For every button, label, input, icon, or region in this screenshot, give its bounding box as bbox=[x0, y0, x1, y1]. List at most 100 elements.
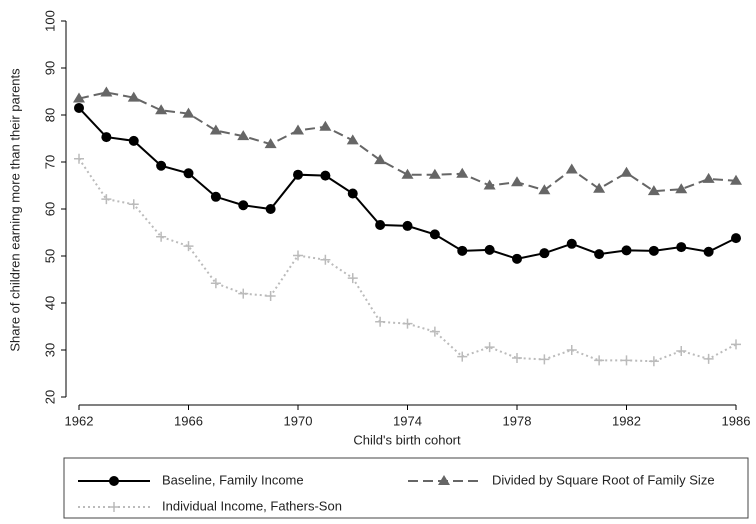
y-axis-label: Share of children earning more than thei… bbox=[7, 68, 22, 352]
point bbox=[676, 242, 687, 253]
series-line bbox=[78, 107, 737, 260]
point bbox=[401, 168, 414, 179]
point bbox=[183, 168, 194, 179]
point bbox=[264, 138, 277, 149]
point bbox=[128, 135, 139, 146]
point bbox=[265, 290, 276, 301]
y-tick-label: 90 bbox=[42, 61, 57, 75]
point bbox=[647, 185, 660, 196]
legend-label: Baseline, Family Income bbox=[162, 472, 304, 487]
point bbox=[731, 339, 741, 350]
series-line bbox=[78, 158, 737, 363]
point bbox=[648, 356, 659, 367]
point bbox=[182, 107, 195, 118]
y-tick-label: 20 bbox=[42, 390, 57, 404]
point bbox=[347, 273, 358, 284]
point bbox=[620, 166, 633, 177]
point bbox=[594, 249, 605, 260]
x-tick-label: 1966 bbox=[174, 413, 203, 428]
x-axis-label: Child's birth cohort bbox=[353, 432, 461, 447]
point bbox=[101, 194, 112, 205]
y-tick-label: 30 bbox=[42, 343, 57, 357]
point bbox=[402, 318, 413, 329]
point bbox=[675, 183, 688, 194]
point bbox=[155, 104, 168, 115]
y-tick-label: 50 bbox=[42, 249, 57, 263]
point bbox=[183, 241, 194, 252]
point bbox=[128, 199, 139, 210]
point bbox=[512, 352, 522, 363]
point bbox=[374, 154, 387, 165]
x-tick-label: 1970 bbox=[284, 413, 313, 428]
point bbox=[703, 353, 714, 364]
point bbox=[402, 220, 413, 231]
point bbox=[512, 253, 522, 264]
point bbox=[156, 160, 167, 171]
point bbox=[538, 184, 551, 195]
point bbox=[293, 250, 303, 261]
point bbox=[127, 91, 140, 102]
point bbox=[483, 179, 496, 190]
point bbox=[730, 174, 742, 185]
point bbox=[73, 92, 85, 103]
point bbox=[100, 86, 113, 97]
point bbox=[648, 245, 659, 256]
point bbox=[566, 238, 577, 249]
point bbox=[74, 102, 84, 113]
point bbox=[346, 134, 359, 145]
point bbox=[74, 153, 84, 164]
y-tick-label: 40 bbox=[42, 296, 57, 310]
point bbox=[539, 248, 550, 259]
point bbox=[428, 168, 441, 179]
point bbox=[621, 355, 632, 366]
point bbox=[621, 245, 632, 256]
point bbox=[101, 132, 112, 143]
x-tick-label: 1974 bbox=[393, 413, 422, 428]
y-tick-label: 100 bbox=[42, 10, 57, 32]
point bbox=[237, 130, 250, 141]
point bbox=[429, 326, 440, 337]
x-tick-label: 1986 bbox=[722, 413, 751, 428]
point bbox=[429, 229, 440, 240]
point bbox=[292, 124, 304, 135]
point bbox=[676, 345, 687, 356]
y-tick-label: 70 bbox=[42, 155, 57, 169]
point bbox=[539, 354, 550, 365]
point bbox=[210, 278, 221, 289]
point bbox=[594, 355, 605, 366]
point bbox=[320, 170, 331, 181]
point bbox=[375, 219, 386, 230]
point bbox=[484, 244, 495, 255]
point bbox=[210, 191, 221, 202]
point bbox=[156, 231, 167, 242]
point bbox=[347, 188, 358, 199]
x-tick-label: 1978 bbox=[503, 413, 532, 428]
legend-box bbox=[63, 457, 749, 519]
legend-marker bbox=[109, 502, 119, 512]
point bbox=[238, 200, 249, 211]
x-tick-label: 1982 bbox=[612, 413, 641, 428]
point bbox=[565, 163, 578, 174]
point bbox=[511, 176, 523, 187]
point bbox=[731, 233, 741, 244]
point bbox=[566, 345, 577, 355]
legend-marker bbox=[109, 476, 119, 486]
x-tick-label: 1962 bbox=[65, 413, 94, 428]
point bbox=[293, 169, 303, 180]
point bbox=[238, 288, 249, 299]
y-tick-label: 80 bbox=[42, 108, 57, 122]
point bbox=[375, 316, 386, 327]
point bbox=[703, 246, 714, 257]
point bbox=[319, 120, 332, 131]
legend-label: Individual Income, Fathers-Son bbox=[162, 498, 342, 513]
point bbox=[457, 351, 468, 362]
point bbox=[457, 245, 468, 256]
point bbox=[265, 204, 276, 214]
point bbox=[593, 182, 606, 193]
point bbox=[209, 124, 222, 135]
point bbox=[456, 167, 469, 178]
legend-label: Divided by Square Root of Family Size bbox=[492, 472, 715, 487]
point bbox=[702, 172, 715, 183]
legend-marker bbox=[438, 475, 450, 485]
